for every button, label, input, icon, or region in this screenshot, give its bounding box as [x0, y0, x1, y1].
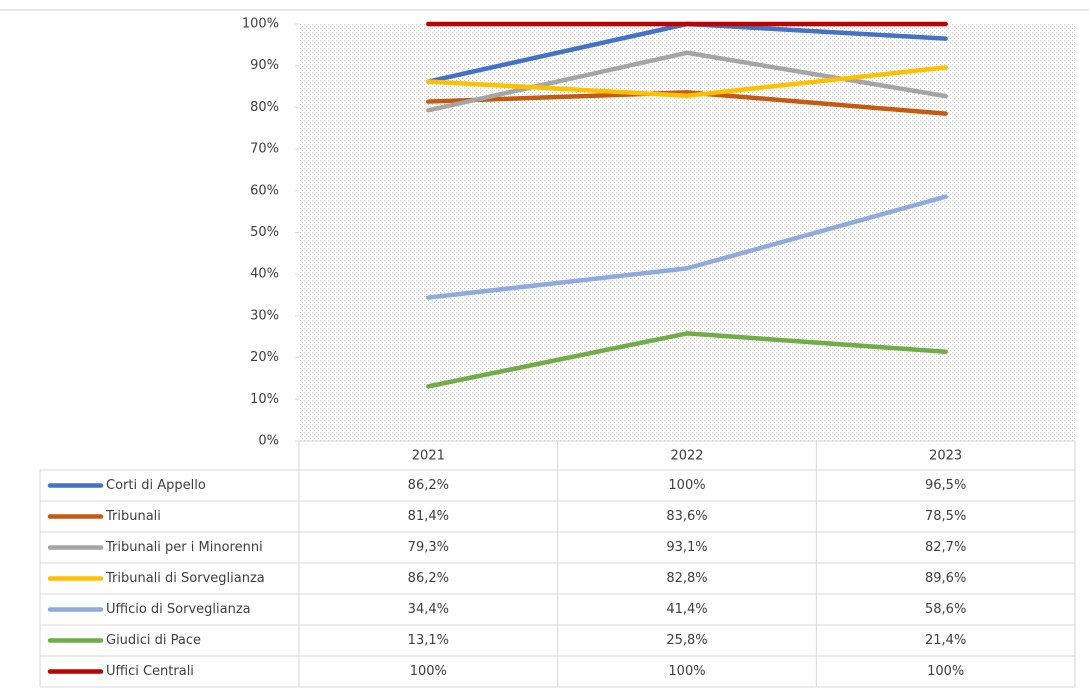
legend-label: Tribunali [105, 509, 161, 524]
y-tick-label: 100% [242, 17, 279, 32]
table-value: 86,2% [408, 571, 449, 586]
y-tick-label: 10% [250, 392, 279, 407]
legend-label: Corti di Appello [106, 478, 206, 493]
table-value: 89,6% [925, 571, 966, 586]
table-value: 100% [410, 664, 447, 679]
series-line [426, 50, 948, 113]
x-tick-label: 2021 [412, 449, 445, 464]
table-value: 34,4% [408, 602, 449, 617]
table-value: 83,6% [666, 509, 707, 524]
series-line [426, 194, 948, 300]
table-value: 93,1% [666, 540, 707, 555]
table-value: 100% [927, 664, 964, 679]
table-value: 41,4% [666, 602, 707, 617]
y-tick-label: 80% [250, 100, 279, 115]
y-tick-label: 50% [250, 225, 279, 240]
table-value: 13,1% [408, 633, 449, 648]
legend-label: Tribunali per i Minorenni [105, 540, 263, 555]
y-tick-label: 0% [258, 434, 279, 449]
table-value: 82,8% [666, 571, 707, 586]
legend-label: Giudici di Pace [106, 633, 201, 648]
table-value: 25,8% [666, 633, 707, 648]
plot-area [299, 24, 1075, 441]
y-tick-label: 30% [250, 308, 279, 323]
table-value: 96,5% [925, 478, 966, 493]
table-value: 78,5% [925, 509, 966, 524]
table-value: 58,6% [925, 602, 966, 617]
x-tick-label: 2022 [670, 449, 703, 464]
legend-label: Uffici Centrali [106, 664, 194, 679]
legend-label: Tribunali di Sorveglianza [105, 571, 265, 586]
table-value: 86,2% [408, 478, 449, 493]
x-tick-label: 2023 [929, 449, 962, 464]
table-value: 21,4% [925, 633, 966, 648]
table-value: 100% [668, 478, 705, 493]
table-value: 100% [668, 664, 705, 679]
series-line [426, 331, 948, 389]
table-value: 81,4% [408, 509, 449, 524]
legend-label: Ufficio di Sorveglianza [106, 602, 251, 617]
table-value: 82,7% [925, 540, 966, 555]
y-tick-label: 40% [250, 267, 279, 282]
table-value: 79,3% [408, 540, 449, 555]
y-tick-label: 20% [250, 350, 279, 365]
series-line [426, 65, 948, 98]
y-tick-label: 60% [250, 183, 279, 198]
series-line [426, 90, 948, 116]
y-tick-label: 70% [250, 142, 279, 157]
y-tick-label: 90% [250, 58, 279, 73]
